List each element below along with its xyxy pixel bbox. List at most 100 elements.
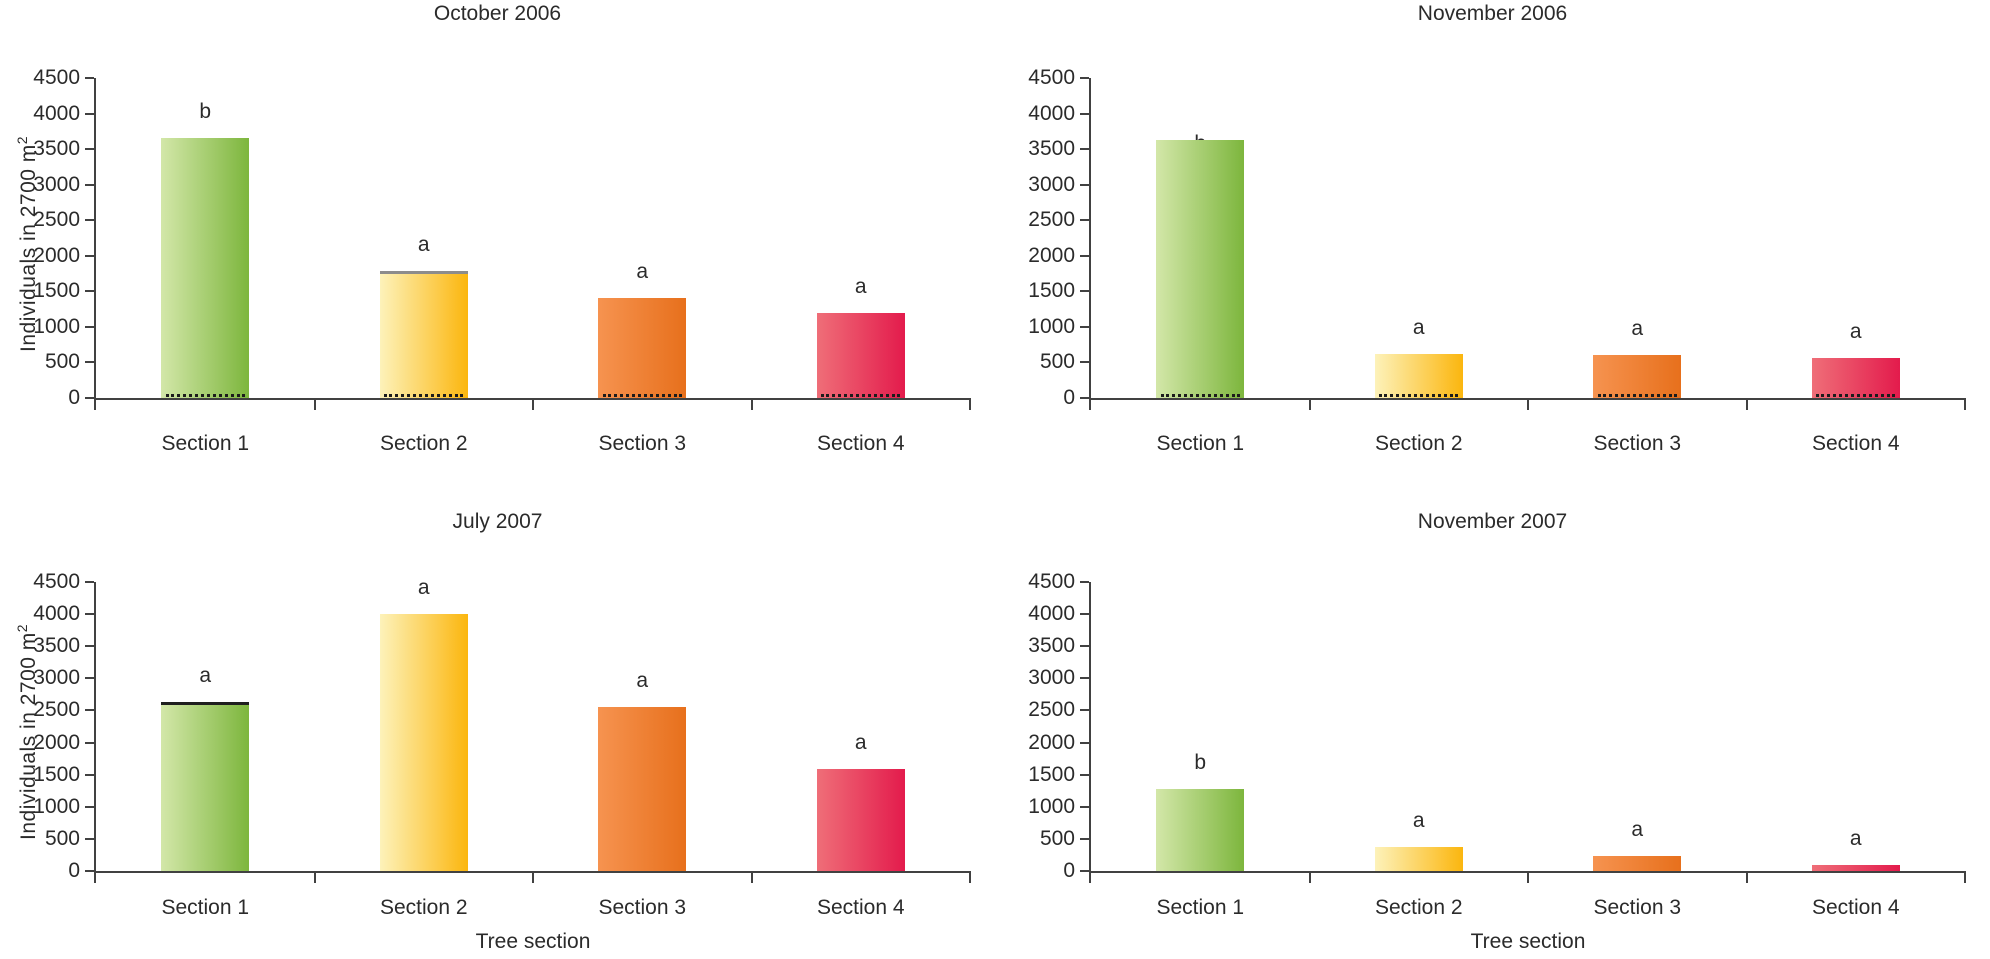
y-tick xyxy=(1080,581,1089,583)
significance-label: b xyxy=(1194,751,1207,774)
x-boundary-tick xyxy=(750,871,753,883)
category-label: Section 1 xyxy=(161,432,250,455)
y-tick-label: 4500 xyxy=(33,570,80,593)
y-tick-label: 1500 xyxy=(33,279,80,303)
y-tick-label: 2500 xyxy=(1028,208,1075,232)
bar-section-1 xyxy=(161,138,250,398)
x-axis-title: Tree section xyxy=(1470,930,1586,953)
y-tick xyxy=(1080,837,1089,840)
y-tick-label: 0 xyxy=(1063,386,1075,409)
y-tick-label: 3000 xyxy=(1028,172,1075,196)
category-label: Section 2 xyxy=(1374,896,1463,919)
y-tick-label: 1500 xyxy=(33,762,80,786)
y-tick-label: 3500 xyxy=(1028,137,1075,161)
x-boundary-tick xyxy=(532,871,534,883)
chart-july-2007: July 2007 Individuals in 2700 m2 Tree se… xyxy=(0,480,995,959)
bar-base-dotted-line xyxy=(384,394,464,397)
chart-november-2007: November 2007 Tree section 0 500 1000 1500 2… xyxy=(995,480,1990,959)
y-tick-label: 0 xyxy=(1063,859,1075,882)
y-tick xyxy=(85,254,94,257)
bar-base-dotted-line xyxy=(1597,394,1677,397)
bar-section-1 xyxy=(161,702,250,871)
x-boundary-tick xyxy=(969,398,971,410)
y-tick-label: 2500 xyxy=(1028,698,1075,722)
significance-label: a xyxy=(1412,316,1425,339)
category-label: Section 3 xyxy=(598,896,687,919)
significance-label: a xyxy=(1631,317,1644,340)
significance-label: a xyxy=(636,260,649,283)
x-axis-title: Tree section xyxy=(475,930,591,953)
category-label: Section 2 xyxy=(1374,432,1463,455)
y-tick xyxy=(85,773,94,776)
category-label: Section 3 xyxy=(1593,432,1682,455)
y-tick xyxy=(85,219,94,222)
y-tick-label: 4000 xyxy=(33,602,80,626)
y-tick-label: 4000 xyxy=(33,101,80,125)
y-tick-label: 2000 xyxy=(33,730,80,754)
x-boundary-tick xyxy=(1308,871,1311,883)
y-tick xyxy=(1080,325,1089,328)
significance-label: a xyxy=(1412,809,1425,832)
bar-top-line xyxy=(161,702,250,705)
bar-section-4 xyxy=(1811,865,1900,871)
y-tick-label: 0 xyxy=(68,386,80,409)
y-tick xyxy=(85,581,94,583)
y-tick xyxy=(1080,397,1089,399)
bar-section-3 xyxy=(598,298,687,398)
bar-section-1 xyxy=(1156,789,1245,871)
bar-base-dotted-line xyxy=(1379,394,1459,397)
bar-section-2 xyxy=(1374,354,1463,398)
bar-base-dotted-line xyxy=(602,394,682,397)
y-tick-label: 4500 xyxy=(1028,570,1075,593)
x-boundary-tick xyxy=(750,398,753,410)
chart-november-2006: November 2006 0 500 1000 1500 2000 2500 3000 35… xyxy=(995,0,1990,480)
y-tick xyxy=(85,677,94,680)
significance-label: b xyxy=(199,100,212,123)
y-tick-label: 1000 xyxy=(1028,794,1075,818)
significance-label: a xyxy=(1631,818,1644,841)
bar-base-dotted-line xyxy=(1816,394,1896,397)
y-tick-label: 0 xyxy=(68,859,80,882)
category-label: Section 2 xyxy=(379,432,468,455)
chart-title: November 2007 xyxy=(1417,510,1568,533)
bar-base-dotted-line xyxy=(165,394,245,397)
y-tick xyxy=(85,148,94,151)
y-tick xyxy=(85,613,94,616)
bar-section-3 xyxy=(1593,856,1682,871)
y-tick-label: 2000 xyxy=(1028,243,1075,267)
y-tick xyxy=(85,870,94,872)
y-tick-label: 500 xyxy=(44,826,80,850)
category-label: Section 1 xyxy=(1156,896,1245,919)
x-boundary-tick xyxy=(1527,398,1529,410)
x-boundary-tick xyxy=(1308,398,1311,410)
bar-top-line xyxy=(379,271,468,274)
category-label: Section 4 xyxy=(816,432,905,455)
y-tick-label: 1500 xyxy=(1028,762,1075,786)
y-axis-line xyxy=(94,78,96,410)
y-tick-label: 4000 xyxy=(1028,101,1075,125)
bar-section-2 xyxy=(379,614,468,871)
y-tick-label: 1000 xyxy=(33,794,80,818)
y-tick xyxy=(85,645,94,648)
y-tick-label: 500 xyxy=(44,350,80,374)
y-tick-label: 3000 xyxy=(33,172,80,196)
x-boundary-tick xyxy=(1527,871,1529,883)
bar-base-dotted-line xyxy=(1160,394,1240,397)
category-label: Section 1 xyxy=(161,896,250,919)
y-tick xyxy=(1080,805,1089,808)
y-tick xyxy=(1080,773,1089,776)
x-boundary-tick xyxy=(532,398,534,410)
y-tick-label: 1000 xyxy=(1028,314,1075,338)
y-tick-label: 3000 xyxy=(1028,666,1075,690)
bar-section-3 xyxy=(1593,355,1682,398)
y-tick xyxy=(1080,741,1089,744)
y-tick xyxy=(85,805,94,808)
y-tick xyxy=(85,112,94,115)
y-tick-label: 4500 xyxy=(33,66,80,89)
x-boundary-tick xyxy=(1964,398,1966,410)
bar-section-2 xyxy=(1374,847,1463,871)
x-boundary-tick xyxy=(1745,398,1748,410)
y-axis-line xyxy=(1089,582,1091,883)
y-tick-label: 1500 xyxy=(1028,279,1075,303)
